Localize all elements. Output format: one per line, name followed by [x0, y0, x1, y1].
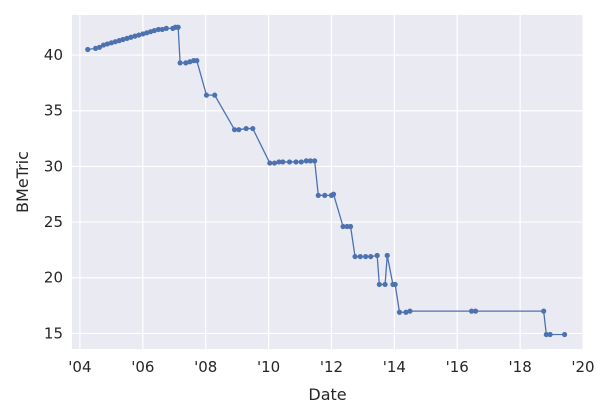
plot-area [72, 15, 583, 349]
grid-lines [72, 15, 584, 349]
y-axis-label: BMeTric [13, 151, 32, 213]
data-point [312, 158, 318, 164]
data-point [250, 125, 256, 132]
data-point [315, 192, 321, 198]
data-point [243, 125, 249, 132]
x-axis-label: Date [308, 385, 346, 404]
y-tick-labels: 15 20 25 30 35 40 [44, 46, 63, 342]
data-point [368, 253, 374, 260]
data-point [177, 60, 183, 66]
data-point [298, 159, 304, 165]
data-point [384, 252, 390, 259]
data-point [155, 26, 162, 33]
x-tick-labels: '04 '06 '08 '10 '12 '14 '16 '18 '20 [68, 358, 594, 376]
data-point [561, 331, 568, 338]
x-tick-label: '08 [194, 358, 217, 376]
data-point [212, 92, 218, 98]
data-point [382, 281, 388, 288]
data-point [194, 58, 200, 64]
y-tick-label: 30 [44, 157, 63, 175]
data-point [330, 191, 337, 197]
data-point [231, 127, 238, 133]
data-point [403, 309, 409, 315]
series-markers [85, 24, 568, 338]
y-tick-label: 15 [44, 324, 63, 342]
data-point [286, 159, 293, 165]
data-point [151, 27, 157, 34]
data-point [136, 32, 142, 38]
data-point [236, 127, 242, 133]
y-tick-label: 40 [44, 46, 63, 64]
data-point [163, 25, 169, 31]
data-point [363, 253, 369, 260]
data-point [392, 281, 398, 288]
data-point [276, 159, 282, 165]
data-point [303, 158, 309, 164]
data-point [104, 41, 110, 47]
y-tick-label: 25 [44, 213, 63, 231]
data-point [407, 308, 413, 314]
data-point [396, 309, 403, 315]
data-point [280, 159, 286, 165]
x-tick-label: '04 [68, 358, 91, 376]
data-point [271, 160, 278, 166]
x-tick-label: '18 [509, 358, 532, 376]
x-tick-label: '16 [446, 358, 469, 376]
data-point [307, 158, 313, 164]
data-point [376, 281, 382, 288]
data-point [159, 26, 165, 33]
data-point [347, 223, 354, 230]
x-tick-label: '06 [131, 358, 154, 376]
data-point [472, 308, 479, 314]
y-tick-label: 20 [44, 269, 63, 287]
data-point [541, 308, 547, 314]
data-point [374, 252, 380, 259]
data-point [340, 223, 346, 230]
data-point [293, 159, 299, 165]
data-point [543, 331, 549, 338]
data-point [357, 253, 363, 260]
x-tick-label: '12 [320, 358, 343, 376]
x-tick-label: '10 [257, 358, 280, 376]
data-point [203, 92, 210, 98]
data-point [352, 253, 358, 260]
data-point [183, 60, 189, 66]
x-tick-label: '20 [571, 358, 594, 376]
data-point [322, 192, 328, 198]
data-point [128, 34, 134, 40]
data-point [547, 331, 553, 338]
data-point [96, 44, 103, 50]
data-point [175, 24, 181, 30]
data-point [468, 308, 475, 314]
y-tick-label: 35 [44, 102, 63, 120]
x-tick-label: '14 [383, 358, 406, 376]
data-point [120, 36, 126, 43]
data-point [85, 46, 91, 53]
data-point [267, 160, 273, 166]
